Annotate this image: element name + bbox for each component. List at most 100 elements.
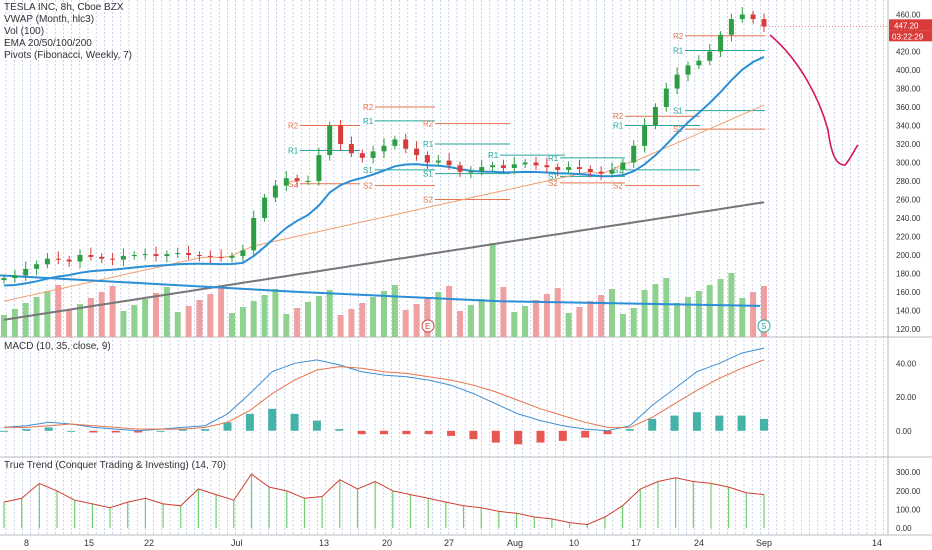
candle-body: [652, 107, 658, 126]
candle-body: [750, 14, 756, 20]
candle-body: [262, 197, 268, 218]
macd-histogram-bar: [111, 430, 120, 433]
volume-bar: [218, 288, 225, 337]
volume-bar: [424, 298, 431, 337]
macd-histogram-bar: [648, 418, 657, 431]
time-tick-label: 27: [444, 538, 454, 548]
macd-histogram-bar: [89, 430, 98, 433]
macd-histogram-bar: [558, 430, 567, 441]
candle-body: [359, 153, 365, 158]
legend-line: EMA 20/50/100/200: [4, 38, 92, 49]
candle-body: [642, 125, 648, 146]
truetrend-tick-label: 300.00: [896, 468, 921, 477]
candle-body: [500, 165, 506, 169]
candle-body: [164, 254, 170, 256]
price-tick-label: 340.00: [896, 121, 921, 130]
volume-bar: [641, 290, 648, 337]
macd-histogram-bar: [44, 427, 53, 431]
volume-bar: [652, 284, 659, 337]
macd-histogram-bar: [536, 430, 545, 443]
volume-bar: [587, 301, 594, 337]
candle-body: [533, 162, 539, 166]
volume-bar: [33, 297, 40, 337]
volume-bar: [283, 314, 290, 337]
volume-bar: [533, 300, 539, 337]
macd-histogram-bar: [424, 430, 433, 435]
volume-bar: [413, 304, 420, 337]
candle-body: [424, 155, 430, 163]
candle-body: [55, 258, 61, 260]
candle-body: [490, 165, 496, 168]
legend-line: Pivots (Fibonacci, Weekly, 7): [4, 50, 133, 61]
ema-100-line: [3, 104, 765, 302]
price-tick-label: 180.00: [896, 269, 921, 278]
volume-bar: [98, 292, 105, 337]
volume-bar: [207, 294, 214, 337]
volume-bar: [153, 293, 159, 337]
legend-line: VWAP (Month, hlc3): [4, 14, 95, 25]
time-tick-label: 13: [319, 538, 329, 548]
price-tick-label: 260.00: [896, 195, 921, 204]
macd-histogram-bar: [223, 422, 232, 431]
candle-body: [555, 167, 561, 170]
pivot-label: S1: [423, 170, 433, 179]
candle-body: [587, 169, 593, 172]
pivot-label: R2: [613, 112, 624, 121]
pivot-label: R2: [673, 32, 684, 41]
candle-body: [392, 139, 398, 146]
macd-tick-label: 20.00: [896, 393, 917, 402]
truetrend-tick-label: 100.00: [896, 506, 921, 515]
candle-body: [272, 185, 278, 198]
candle-body: [576, 167, 582, 169]
candle-body: [294, 178, 300, 181]
price-tick-label: 120.00: [896, 325, 921, 334]
candle-body: [66, 259, 72, 262]
candle-body: [142, 254, 148, 256]
candle-body: [728, 19, 734, 35]
volume-bar: [565, 313, 572, 337]
macd-histogram-bar: [178, 429, 187, 431]
pivot-label: S2: [363, 182, 373, 191]
candle-body: [99, 256, 105, 259]
pivot-label: S2: [288, 180, 298, 189]
price-tick-label: 300.00: [896, 158, 921, 167]
truetrend-tick-label: 200.00: [896, 487, 921, 496]
candle-body: [316, 155, 322, 181]
candle-body: [674, 74, 680, 89]
volume-bar: [185, 306, 192, 337]
macd-histogram-bar: [670, 415, 679, 431]
candle-body: [707, 51, 713, 61]
pivot-label: R1: [288, 146, 299, 155]
truetrend-line: [3, 473, 765, 526]
candle-body: [251, 218, 257, 251]
macd-histogram-bar: [312, 420, 321, 431]
pivot-label: R2: [288, 121, 299, 130]
volume-bar: [174, 312, 181, 337]
time-tick-label: 8: [24, 538, 29, 548]
volume-bar: [446, 286, 453, 337]
volume-bar: [706, 285, 713, 337]
candle-body: [34, 264, 40, 269]
pivot-label: R2: [423, 120, 434, 129]
volume-bar: [370, 297, 377, 337]
volume-bar: [554, 288, 561, 337]
pivot-label: S1: [548, 172, 558, 181]
candle-body: [338, 125, 344, 144]
volume-bar: [142, 299, 149, 337]
candle-body: [131, 255, 137, 256]
volume-bar: [229, 313, 235, 337]
volume-bar: [109, 286, 116, 337]
macd-histogram-bar: [447, 430, 456, 436]
volume-bar: [163, 287, 170, 337]
candle-body: [761, 19, 767, 27]
time-tag-text: 03:22:29: [892, 32, 924, 41]
candle-body: [620, 162, 626, 170]
volume-bar: [619, 314, 626, 337]
pivot-label: S1: [673, 107, 683, 116]
pivot-label: R2: [363, 103, 374, 112]
volume-bar: [315, 296, 322, 337]
pivot-label: S1: [363, 166, 373, 175]
candle-body: [479, 167, 485, 172]
